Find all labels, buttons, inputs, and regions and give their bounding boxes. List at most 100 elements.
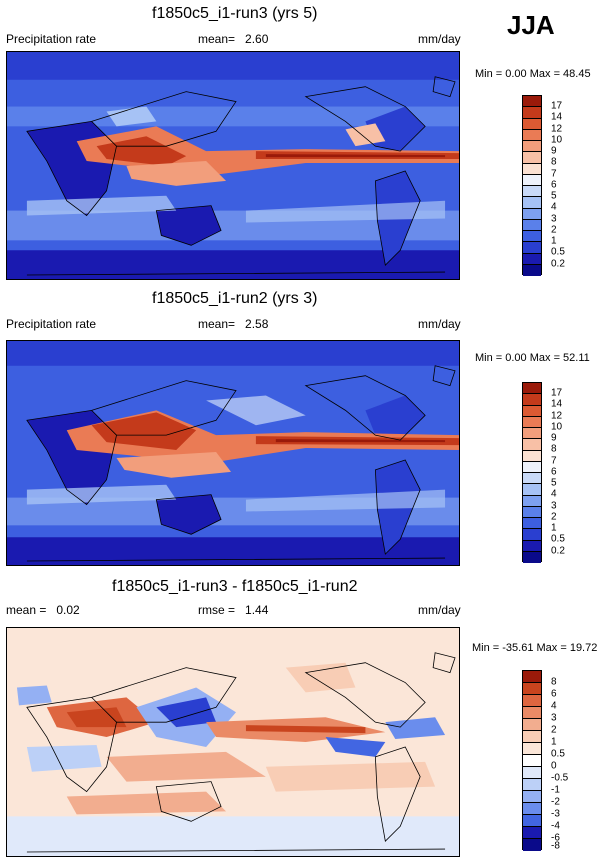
colorbar-tick: 0.5: [551, 246, 565, 258]
colorbar-tick: 8: [551, 676, 557, 688]
panel2-colorbar-bin: [523, 540, 541, 552]
colorbar-tick: -0.5: [551, 772, 569, 784]
panel3-mean-key: mean =: [6, 603, 47, 617]
panel3-colorbar-bin: [523, 743, 541, 755]
colorbar-tick: 6: [551, 688, 557, 700]
colorbar-tick: 14: [551, 398, 563, 410]
panel2-colorbar-bin: [523, 495, 541, 507]
panel3-rmse-key: rmse =: [198, 603, 236, 617]
colorbar-tick: 3: [551, 712, 557, 724]
panel2-map: [6, 340, 460, 566]
panel3-colorbar-bin: [523, 683, 541, 695]
panel1-title: f1850c5_i1-run3 (yrs 5): [152, 5, 318, 22]
panel1-map-svg: [7, 52, 459, 279]
panel3-mean-label: mean = 0.02: [6, 603, 80, 617]
panel1-colorbar-bin: [523, 141, 541, 153]
colorbar-tick: 7: [551, 168, 557, 180]
panel1-colorbar-bin: [523, 107, 541, 119]
panel3-units: mm/day: [418, 603, 461, 617]
panel3-colorbar-bin: [523, 695, 541, 707]
panel2-colorbar-bin: [523, 405, 541, 417]
colorbar-tick: 4: [551, 700, 557, 712]
panel1-colorbar-bin: [523, 197, 541, 209]
colorbar-tick: 8: [551, 443, 557, 455]
colorbar-tick: -8: [551, 840, 560, 852]
panel2-mean-label: mean= 2.58: [198, 317, 268, 331]
panel3-colorbar-bin: [523, 791, 541, 803]
panel3-title: f1850c5_i1-run3 - f1850c5_i1-run2: [112, 578, 358, 595]
panel2-colorbar-bin: [523, 551, 541, 563]
colorbar-tick: 3: [551, 500, 557, 512]
colorbar-tick: 4: [551, 201, 557, 213]
panel1-colorbar-bin: [523, 174, 541, 186]
panel3-colorbar-bin: [523, 707, 541, 719]
panel3-map: [6, 627, 460, 857]
panel2-minmax: Min = 0.00 Max = 52.11: [475, 352, 590, 364]
colorbar-tick: 0.2: [551, 258, 565, 270]
panel1-mean-value: 2.60: [245, 32, 269, 46]
panel2-colorbar-bin: [523, 506, 541, 518]
colorbar-tick: -1: [551, 784, 560, 796]
colorbar-tick: 10: [551, 134, 563, 146]
panel1-colorbar-bin: [523, 231, 541, 243]
colorbar-tick: -6: [551, 832, 560, 844]
colorbar-tick: 6: [551, 179, 557, 191]
panel2-colorbar-bin: [523, 473, 541, 485]
colorbar-tick: 12: [551, 123, 563, 135]
panel1-mean-key: mean=: [198, 32, 236, 46]
panel2-colorbar-bin: [523, 439, 541, 451]
panel3-rmse-value: 1.44: [245, 603, 269, 617]
colorbar-tick: 10: [551, 421, 563, 433]
panel1-colorbar-bin: [523, 163, 541, 175]
panel1-mean-label: mean= 2.60: [198, 32, 268, 46]
panel3-colorbar-bin: [523, 755, 541, 767]
panel2-colorbar-bin: [523, 450, 541, 462]
panel1-colorbar-bin: [523, 208, 541, 220]
panel2-colorbar-bin: [523, 484, 541, 496]
panel1-colorbar-bin: [523, 96, 541, 108]
colorbar-tick: 5: [551, 477, 557, 489]
panel1-colorbar-bin: [523, 219, 541, 231]
panel1-colorbar-bin: [523, 129, 541, 141]
panel2-colorbar-bin: [523, 394, 541, 406]
panel2-map-svg: [7, 341, 459, 565]
panel3-colorbar-bin: [523, 803, 541, 815]
colorbar-tick: 0.5: [551, 748, 565, 760]
colorbar-tick: 17: [551, 387, 563, 399]
panel2-colorbar-bin: [523, 416, 541, 428]
panel2-colorbar: [522, 382, 542, 563]
colorbar-tick: 8: [551, 156, 557, 168]
panel2-colorbar-bin: [523, 518, 541, 530]
panel1-colorbar: [522, 95, 542, 276]
panel2-mean-key: mean=: [198, 317, 236, 331]
panel1-colorbar-bin: [523, 118, 541, 130]
panel1-units: mm/day: [418, 32, 461, 46]
colorbar-tick: 0.2: [551, 545, 565, 557]
panel3-colorbar-bin: [523, 671, 541, 683]
panel1-colorbar-bin: [523, 152, 541, 164]
colorbar-tick: 9: [551, 432, 557, 444]
colorbar-tick: 2: [551, 224, 557, 236]
colorbar-tick: 12: [551, 410, 563, 422]
colorbar-tick: -3: [551, 808, 560, 820]
colorbar-tick: -2: [551, 796, 560, 808]
panel3-colorbar-bin: [523, 731, 541, 743]
panel3-colorbar-bin: [523, 815, 541, 827]
colorbar-tick: 7: [551, 455, 557, 467]
colorbar-tick: 3: [551, 213, 557, 225]
colorbar-tick: 1: [551, 522, 557, 534]
panel1-colorbar-bin: [523, 186, 541, 198]
panel2-colorbar-bin: [523, 529, 541, 541]
colorbar-tick: 14: [551, 111, 563, 123]
panel2-variable-label: Precipitation rate: [6, 317, 97, 331]
panel1-map: [6, 51, 460, 280]
panel2-mean-value: 2.58: [245, 317, 269, 331]
colorbar-tick: 1: [551, 736, 557, 748]
panel2-colorbar-bin: [523, 383, 541, 395]
colorbar-tick: 17: [551, 100, 563, 112]
panel3-minmax: Min = -35.61 Max = 19.72: [472, 642, 598, 654]
panel2-units: mm/day: [418, 317, 461, 331]
colorbar-tick: 2: [551, 724, 557, 736]
season-label: JJA: [507, 10, 555, 40]
panel1-colorbar-bin: [523, 242, 541, 254]
